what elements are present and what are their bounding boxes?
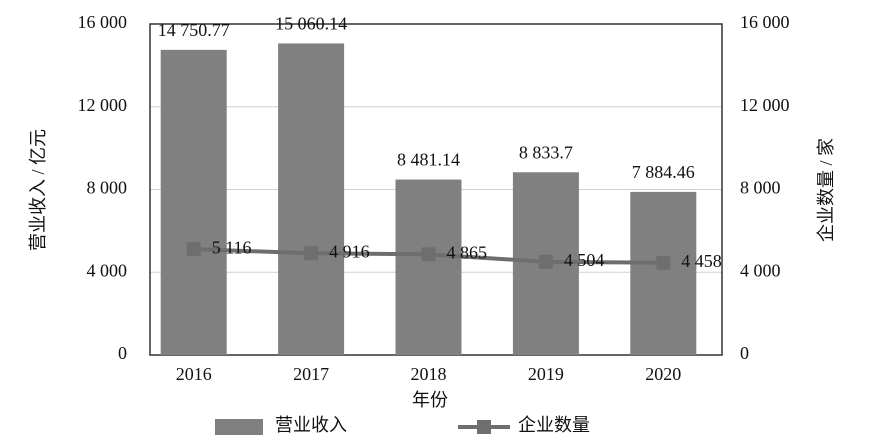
bar-value-label: 15 060.14 — [275, 14, 347, 34]
x-tick-label: 2020 — [645, 364, 681, 384]
line-value-label: 5 116 — [212, 237, 252, 257]
x-tick-label: 2018 — [411, 364, 447, 384]
line-value-label: 4 504 — [564, 250, 605, 270]
bar-value-label: 8 481.14 — [397, 150, 460, 170]
y-tick-label: 16 000 — [78, 12, 128, 32]
line-marker — [538, 254, 553, 269]
x-tick-label: 2017 — [293, 364, 329, 384]
y-axis-title: 营业收入 / 亿元 — [28, 129, 48, 251]
bar-value-label: 7 884.46 — [632, 162, 695, 182]
bar — [395, 179, 462, 355]
x-tick-label: 2019 — [528, 364, 564, 384]
y-tick-label: 12 000 — [78, 95, 128, 115]
bar — [630, 191, 697, 355]
line-marker — [421, 247, 436, 262]
legend-swatch — [477, 420, 491, 434]
y2-tick-label: 4 000 — [740, 260, 781, 280]
y2-tick-label: 12 000 — [740, 95, 790, 115]
line-marker — [656, 255, 671, 270]
y2-axis-title: 企业数量 / 家 — [816, 138, 836, 242]
bar-value-label: 14 750.77 — [158, 20, 230, 40]
legend-swatch — [215, 419, 263, 435]
legend-label: 企业数量 — [518, 415, 590, 435]
bar-value-label: 8 833.7 — [519, 142, 573, 162]
line-marker — [304, 246, 319, 261]
line-value-label: 4 916 — [329, 241, 370, 261]
line-marker — [186, 242, 201, 257]
y-tick-label: 8 000 — [87, 178, 128, 198]
y-tick-label: 0 — [118, 343, 127, 363]
line-value-label: 4 458 — [681, 251, 722, 271]
bar — [278, 43, 345, 355]
legend-label: 营业收入 — [275, 415, 347, 435]
x-axis-title: 年份 — [412, 390, 448, 410]
y-tick-label: 4 000 — [87, 260, 128, 280]
bar — [160, 49, 227, 355]
y2-tick-label: 16 000 — [740, 12, 790, 32]
y2-tick-label: 8 000 — [740, 178, 781, 198]
line-value-label: 4 865 — [447, 242, 488, 262]
x-tick-label: 2016 — [176, 364, 212, 384]
y2-tick-label: 0 — [740, 343, 749, 363]
